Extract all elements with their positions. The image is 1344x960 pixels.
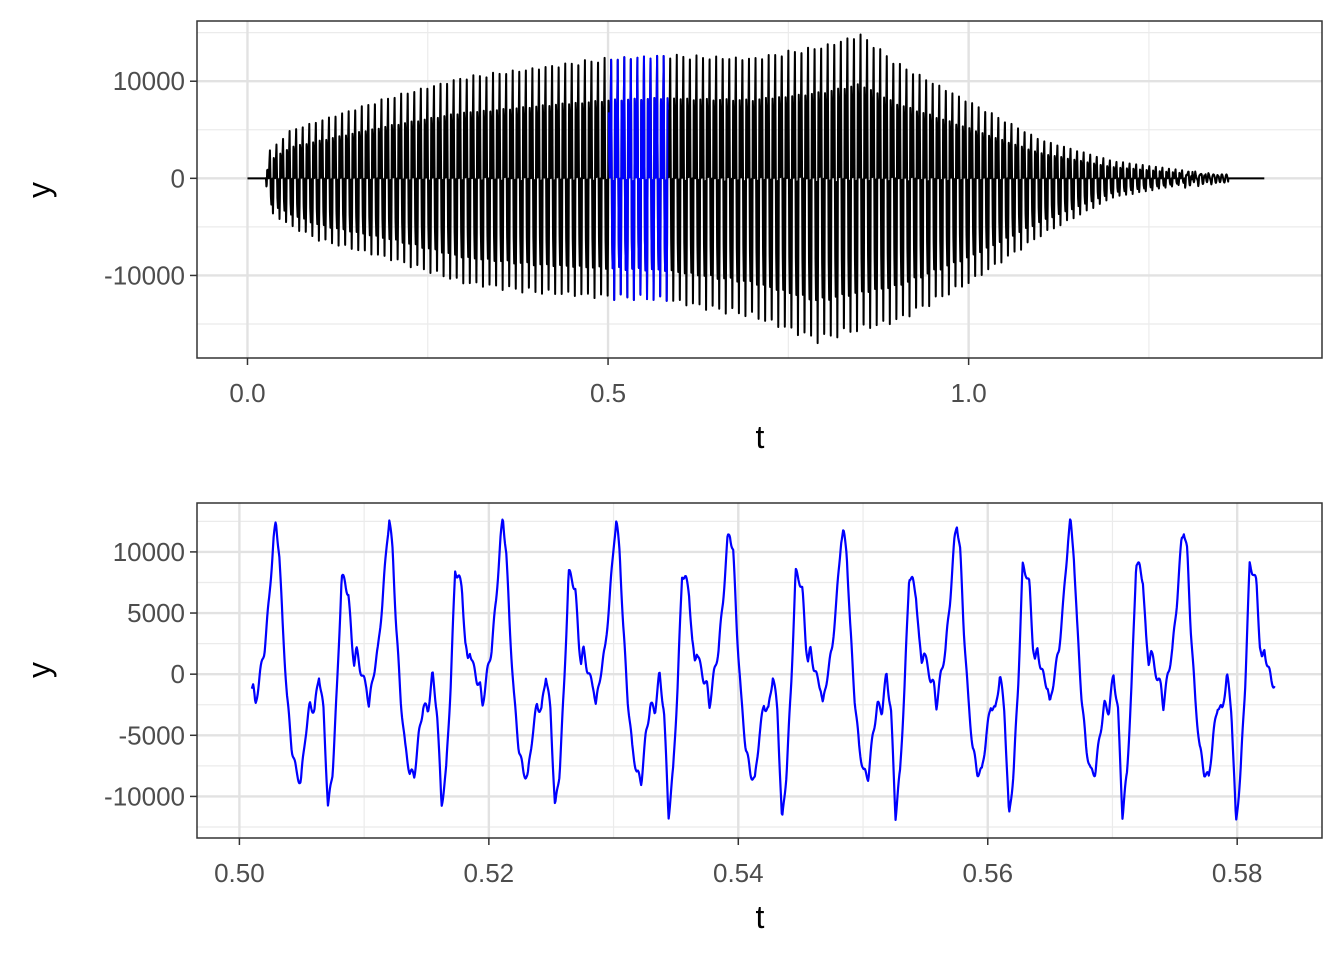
- overview-plot-border: [196, 20, 1323, 359]
- zoom-x-tick-label: 0.52: [464, 858, 515, 888]
- zoom-y-axis-title: y: [21, 662, 57, 678]
- zoom-plot-area: [197, 503, 1322, 838]
- overview-x-ticks: 0.0 0.5 1.0: [229, 358, 987, 408]
- overview-x-axis-title: t: [756, 419, 765, 455]
- zoom-x-tick-label: 0.58: [1212, 858, 1263, 888]
- overview-y-tick-label: 0: [171, 163, 185, 193]
- overview-x-tick-label: 0.0: [229, 378, 265, 408]
- zoom-y-tick-label: 0: [171, 659, 185, 689]
- overview-x-tick-label: 1.0: [951, 378, 987, 408]
- overview-panel: -10000 0 10000 0.0 0.5 1.0 t y: [21, 20, 1323, 455]
- zoom-plot-border: [196, 502, 1323, 839]
- overview-y-axis-title: y: [21, 182, 57, 198]
- zoom-y-ticks: -10000 -5000 0 5000 10000: [104, 537, 197, 811]
- zoom-x-tick-label: 0.56: [962, 858, 1013, 888]
- zoom-y-tick-label: 5000: [127, 598, 185, 628]
- overview-y-tick-label: -10000: [104, 260, 185, 290]
- overview-series: [246, 33, 1266, 345]
- zoom-x-axis-title: t: [756, 899, 765, 935]
- overview-waveform-line: [246, 33, 1266, 345]
- zoom-x-ticks: 0.50 0.52 0.54 0.56 0.58: [214, 838, 1262, 888]
- zoom-series: [250, 518, 1276, 822]
- zoom-x-tick-label: 0.54: [713, 858, 764, 888]
- overview-y-tick-label: 10000: [113, 66, 185, 96]
- zoom-y-tick-label: -5000: [119, 720, 186, 750]
- overview-x-tick-label: 0.5: [590, 378, 626, 408]
- overview-highlight-segment: [607, 54, 669, 302]
- zoom-waveform-line: [250, 518, 1276, 822]
- zoom-y-tick-label: 10000: [113, 537, 185, 567]
- zoom-y-tick-label: -10000: [104, 781, 185, 811]
- zoom-x-tick-label: 0.50: [214, 858, 265, 888]
- overview-y-ticks: -10000 0 10000: [104, 66, 197, 290]
